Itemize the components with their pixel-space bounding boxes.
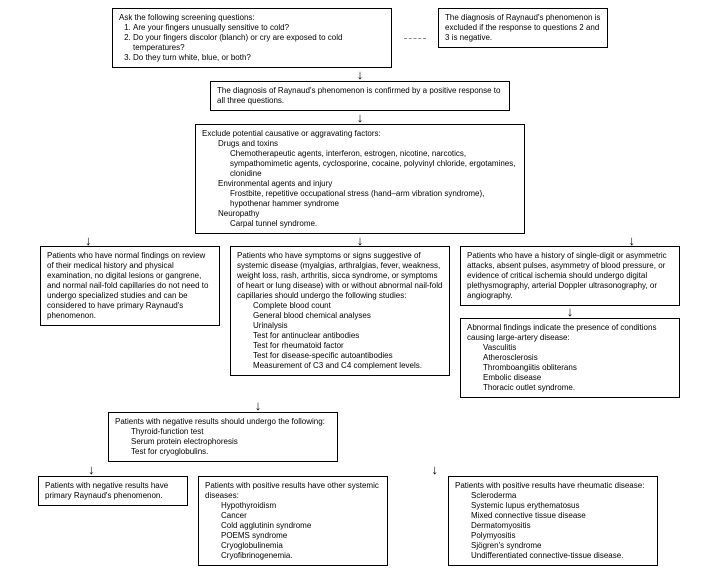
list-item: Cryoglobulinemia: [221, 541, 381, 551]
confirmed-box: The diagnosis of Raynaud's phenomenon is…: [210, 81, 510, 111]
list-item: Measurement of C3 and C4 complement leve…: [253, 361, 443, 371]
list-item: Cryofibrinogenemia.: [221, 551, 381, 561]
list-item: Systemic lupus erythematosus: [471, 501, 651, 511]
list-item: Mixed connective tissue disease: [471, 511, 651, 521]
list-item: Vasculitis: [483, 343, 673, 353]
list-item: Cold agglutinin syndrome: [221, 521, 381, 531]
list-item: Thoracic outlet syndrome.: [483, 383, 673, 393]
arrow-icon: ↓: [255, 401, 262, 411]
arrow-icon: ↓: [8, 70, 712, 80]
other-systemic-title: Patients with positive results have othe…: [205, 481, 381, 501]
q1: Are your fingers unusually sensitive to …: [133, 23, 385, 33]
list-item: Urinalysis: [253, 321, 443, 331]
list-item: Undifferentiated connective-tissue disea…: [471, 551, 651, 561]
large-artery-title: Abnormal findings indicate the presence …: [467, 323, 673, 343]
list-item: Thromboangiitis obliterans: [483, 363, 673, 373]
q3: Do they turn white, blue, or both?: [133, 53, 385, 63]
screening-questions-box: Ask the following screening questions: A…: [112, 8, 392, 68]
list-item: Hypothyroidism: [221, 501, 381, 511]
negative-results-followup-box: Patients with negative results should un…: [108, 412, 338, 462]
primary-raynaud-text: Patients with negative results have prim…: [45, 481, 168, 500]
neuro-list: Carpal tunnel syndrome.: [202, 219, 518, 229]
list-item: Scleroderma: [471, 491, 651, 501]
exclude-factors-box: Exclude potential causative or aggravati…: [195, 124, 525, 234]
list-item: Thyroid-function test: [131, 427, 331, 437]
q2: Do your fingers discolor (blanch) or cry…: [133, 33, 385, 53]
normal-findings-text: Patients who have normal findings on rev…: [47, 251, 208, 320]
large-artery-box: Abnormal findings indicate the presence …: [460, 318, 680, 398]
list-item: Test for rheumatoid factor: [253, 341, 443, 351]
list-item: Serum protein electrophoresis: [131, 437, 331, 447]
list-item: Dermatomyositis: [471, 521, 651, 531]
exclusion-note-box: The diagnosis of Raynaud's phenomenon is…: [438, 8, 608, 48]
list-item: Complete blood count: [253, 301, 443, 311]
asymmetric-text: Patients who have a history of single-di…: [467, 251, 667, 300]
large-artery-list: VasculitisAtherosclerosisThromboangiitis…: [467, 343, 673, 393]
systemic-title: Patients who have symptoms or signs sugg…: [237, 251, 443, 301]
dash-connector: [404, 38, 426, 39]
rheumatic-title: Patients with positive results have rheu…: [455, 481, 651, 491]
env-heading: Environmental agents and injury: [202, 179, 518, 189]
exclusion-note: The diagnosis of Raynaud's phenomenon is…: [445, 13, 600, 42]
env-list: Frostbite, repetitive occupational stres…: [202, 189, 518, 209]
box1-title: Ask the following screening questions:: [119, 13, 385, 23]
list-item: Atherosclerosis: [483, 353, 673, 363]
list-item: Cancer: [221, 511, 381, 521]
arrow-icon: ↓: [432, 465, 439, 475]
primary-raynaud-box: Patients with negative results have prim…: [38, 476, 188, 506]
list-item: Sjögren's syndrome: [471, 541, 651, 551]
followup-list: Thyroid-function testSerum protein elect…: [115, 427, 331, 457]
drugs-heading: Drugs and toxins: [202, 139, 518, 149]
systemic-studies-list: Complete blood countGeneral blood chemic…: [237, 301, 443, 371]
confirmed-text: The diagnosis of Raynaud's phenomenon is…: [217, 86, 500, 105]
list-item: Test for cryoglobulins.: [131, 447, 331, 457]
list-item: Test for antinuclear antibodies: [253, 331, 443, 341]
drugs-list: Chemotherapeutic agents, interferon, est…: [202, 149, 518, 179]
followup-title: Patients with negative results should un…: [115, 417, 331, 427]
arrow-icon: ↓: [88, 465, 95, 475]
rheumatic-box: Patients with positive results have rheu…: [448, 476, 658, 566]
rheumatic-list: SclerodermaSystemic lupus erythematosusM…: [455, 491, 651, 561]
neuro-heading: Neuropathy: [202, 209, 518, 219]
list-item: General blood chemical analyses: [253, 311, 443, 321]
list-item: Embolic disease: [483, 373, 673, 383]
other-systemic-box: Patients with positive results have othe…: [198, 476, 388, 566]
other-systemic-list: HypothyroidismCancerCold agglutinin synd…: [205, 501, 381, 561]
asymmetric-box: Patients who have a history of single-di…: [460, 246, 680, 306]
split-arrows: ↓↓↓: [85, 236, 635, 246]
list-item: Test for disease-specific autoantibodies: [253, 351, 443, 361]
systemic-symptoms-box: Patients who have symptoms or signs sugg…: [230, 246, 450, 376]
exclude-title: Exclude potential causative or aggravati…: [202, 129, 518, 139]
arrow-icon: ↓: [8, 113, 712, 123]
normal-findings-box: Patients who have normal findings on rev…: [40, 246, 220, 326]
arrow-icon: ↓: [567, 307, 574, 317]
